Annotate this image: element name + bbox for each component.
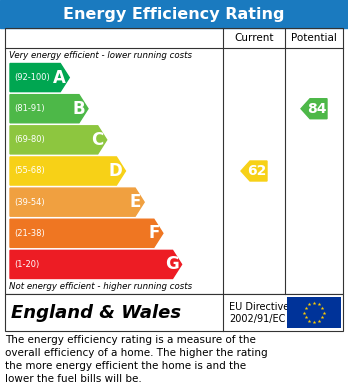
Text: lower the fuel bills will be.: lower the fuel bills will be.	[5, 374, 142, 384]
Polygon shape	[241, 161, 267, 181]
Text: (92-100): (92-100)	[14, 73, 50, 82]
Text: G: G	[165, 255, 179, 273]
Text: overall efficiency of a home. The higher the rating: overall efficiency of a home. The higher…	[5, 348, 268, 358]
Text: Current: Current	[234, 33, 274, 43]
Text: E: E	[130, 193, 141, 211]
Text: B: B	[72, 100, 85, 118]
Text: (55-68): (55-68)	[14, 167, 45, 176]
Text: Energy Efficiency Rating: Energy Efficiency Rating	[63, 7, 285, 22]
Text: The energy efficiency rating is a measure of the: The energy efficiency rating is a measur…	[5, 335, 256, 345]
Polygon shape	[10, 188, 144, 216]
Bar	[0, 0, 348, 28]
Text: 62: 62	[247, 164, 267, 178]
Polygon shape	[10, 63, 69, 91]
Text: Very energy efficient - lower running costs: Very energy efficient - lower running co…	[9, 51, 192, 60]
Polygon shape	[10, 126, 107, 154]
Text: 84: 84	[307, 102, 327, 116]
Text: England & Wales: England & Wales	[11, 303, 181, 321]
Text: F: F	[149, 224, 160, 242]
Bar	[5, 294, 343, 331]
Text: D: D	[109, 162, 122, 180]
Text: (69-80): (69-80)	[14, 135, 45, 144]
Polygon shape	[301, 99, 327, 119]
Text: C: C	[92, 131, 104, 149]
Bar	[287, 297, 341, 328]
Polygon shape	[10, 219, 163, 248]
Text: EU Directive: EU Directive	[229, 302, 289, 312]
Polygon shape	[10, 157, 125, 185]
Text: (39-54): (39-54)	[14, 197, 45, 206]
Text: (81-91): (81-91)	[14, 104, 45, 113]
Polygon shape	[10, 250, 182, 278]
Text: Not energy efficient - higher running costs: Not energy efficient - higher running co…	[9, 282, 192, 291]
Text: (21-38): (21-38)	[14, 229, 45, 238]
Text: (1-20): (1-20)	[14, 260, 39, 269]
Polygon shape	[10, 95, 88, 123]
Text: 2002/91/EC: 2002/91/EC	[229, 314, 285, 324]
Text: Potential: Potential	[291, 33, 337, 43]
Text: the more energy efficient the home is and the: the more energy efficient the home is an…	[5, 361, 246, 371]
Bar	[5, 28, 343, 294]
Text: A: A	[53, 68, 66, 86]
